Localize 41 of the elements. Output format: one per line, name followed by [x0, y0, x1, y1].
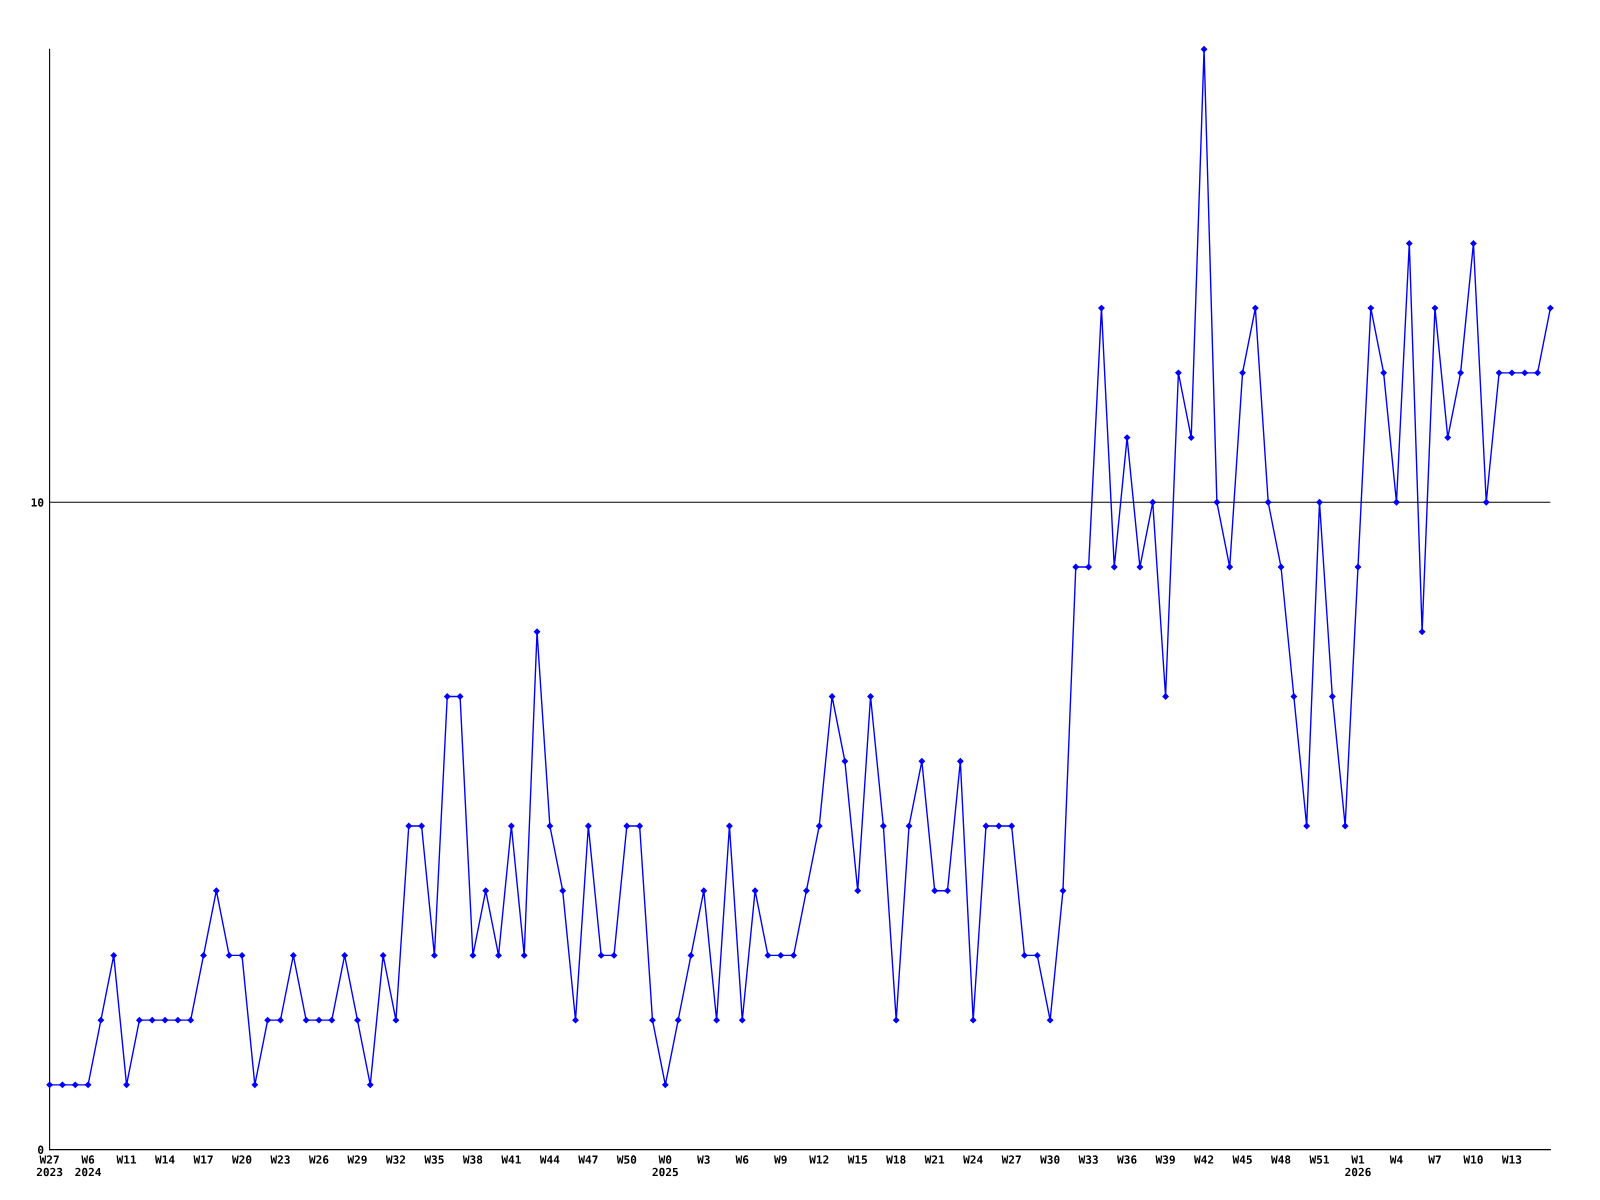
x-tick-label: W10: [1463, 1155, 1483, 1164]
x-tick-label: W26: [308, 1155, 329, 1164]
x-tick-label: W14: [155, 1155, 175, 1164]
x-tick-label: W38: [462, 1155, 483, 1164]
x-tick-label: W48: [1270, 1155, 1291, 1164]
y-tick-label: 10: [31, 498, 44, 507]
x-tick-label: W41: [501, 1155, 521, 1164]
x-tick-label: W30: [1040, 1155, 1060, 1164]
x-tick-label: W1 2026: [1345, 1155, 1371, 1177]
x-tick-label: W42: [1194, 1155, 1214, 1164]
x-tick-label: W0 2025: [652, 1155, 678, 1177]
x-tick-label: W45: [1232, 1155, 1252, 1164]
x-tick-label: W32: [385, 1155, 406, 1164]
x-tick-label: W7: [1428, 1155, 1441, 1164]
x-tick-label: W3: [697, 1155, 710, 1164]
x-tick-label: W6 2024: [75, 1155, 101, 1177]
x-tick-label: W27: [1001, 1155, 1021, 1164]
x-tick-label: W51: [1309, 1155, 1330, 1164]
x-tick-label: W21: [924, 1155, 945, 1164]
x-tick-label: W20: [231, 1155, 252, 1164]
x-tick-label: W36: [1117, 1155, 1137, 1164]
x-tick-label: W4: [1389, 1155, 1403, 1164]
y-tick-label: 0: [38, 1145, 44, 1154]
x-tick-label: W23: [270, 1155, 290, 1164]
x-tick-label: W33: [1078, 1155, 1098, 1164]
x-tick-label: W12: [809, 1155, 829, 1164]
x-tick-label: W39: [1155, 1155, 1175, 1164]
x-tick-label: W13: [1501, 1155, 1522, 1164]
x-tick-label: W6: [735, 1155, 749, 1164]
x-tick-label: W50: [616, 1155, 637, 1164]
x-tick-label: W17: [193, 1155, 213, 1164]
x-tick-label: W27 2023: [36, 1155, 63, 1177]
x-tick-label: W18: [886, 1155, 906, 1164]
x-tick-label: W24: [963, 1155, 983, 1164]
x-tick-label: W44: [539, 1155, 560, 1164]
x-tick-label: W35: [424, 1155, 444, 1164]
x-tick-label: W47: [578, 1155, 598, 1164]
x-tick-label: W11: [116, 1155, 137, 1164]
x-tick-label: W29: [347, 1155, 367, 1164]
x-tick-label: W15: [847, 1155, 867, 1164]
x-tick-label: W9: [774, 1155, 787, 1164]
